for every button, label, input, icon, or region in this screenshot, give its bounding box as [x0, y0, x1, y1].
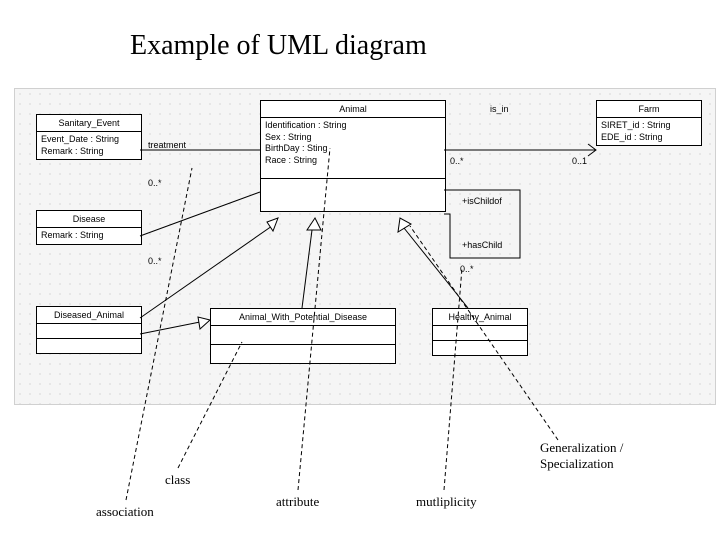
- class-awpd: Animal_With_Potential_Disease: [210, 308, 396, 364]
- class-animal: Animal Identification : String Sex : Str…: [260, 100, 446, 212]
- class-name: Animal_With_Potential_Disease: [211, 309, 395, 326]
- multiplicity-label: 0..*: [148, 178, 162, 188]
- class-attr: Sex : String: [265, 132, 441, 144]
- class-sanitary-event: Sanitary_Event Event_Date : String Remar…: [36, 114, 142, 160]
- class-name: Farm: [597, 101, 701, 118]
- callout-multiplicity: mutliplicity: [416, 494, 477, 510]
- class-attr: Remark : String: [41, 146, 137, 158]
- role-label-ischildof: +isChildof: [462, 196, 502, 206]
- callout-generalization: Generalization / Specialization: [540, 440, 623, 472]
- assoc-label-treatment: treatment: [148, 140, 186, 150]
- class-name: Animal: [261, 101, 445, 118]
- class-attr: Remark : String: [41, 230, 137, 242]
- class-disease: Disease Remark : String: [36, 210, 142, 245]
- class-attr: EDE_id : String: [601, 132, 697, 144]
- assoc-label-isin: is_in: [490, 104, 509, 114]
- multiplicity-label: 0..*: [450, 156, 464, 166]
- class-name: Diseased_Animal: [37, 307, 141, 324]
- multiplicity-label: 0..*: [148, 256, 162, 266]
- class-healthy-animal: Healthy_Animal: [432, 308, 528, 356]
- multiplicity-label: 0..*: [460, 264, 474, 274]
- class-attr: SIRET_id : String: [601, 120, 697, 132]
- multiplicity-label: 0..1: [572, 156, 587, 166]
- class-diseased-animal: Diseased_Animal: [36, 306, 142, 354]
- class-farm: Farm SIRET_id : String EDE_id : String: [596, 100, 702, 146]
- class-attr: Event_Date : String: [41, 134, 137, 146]
- class-attr: Race : String: [265, 155, 441, 167]
- callout-association: association: [96, 504, 154, 520]
- page-title: Example of UML diagram: [130, 30, 427, 62]
- role-label-haschild: +hasChild: [462, 240, 502, 250]
- class-name: Healthy_Animal: [433, 309, 527, 326]
- callout-class: class: [165, 472, 190, 488]
- class-attr: Identification : String: [265, 120, 441, 132]
- class-name: Sanitary_Event: [37, 115, 141, 132]
- class-attr: BirthDay : Sting: [265, 143, 441, 155]
- callout-attribute: attribute: [276, 494, 319, 510]
- class-name: Disease: [37, 211, 141, 228]
